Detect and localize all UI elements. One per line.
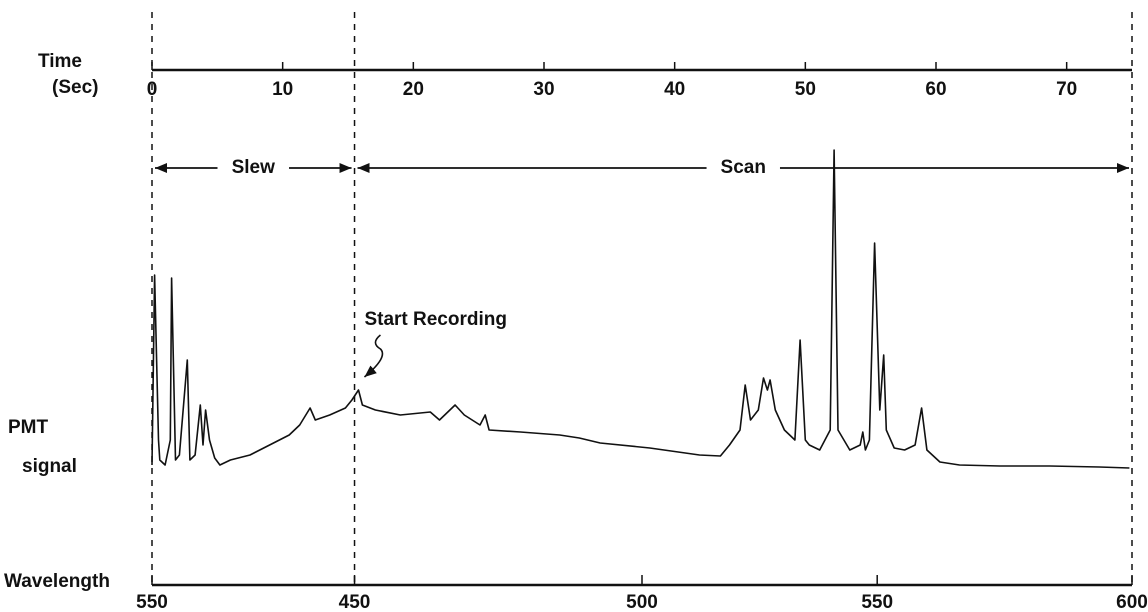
wavelength-tick-label: 500 bbox=[626, 592, 658, 612]
x-tick-label: 40 bbox=[664, 79, 685, 100]
x-tick-label: 50 bbox=[795, 79, 816, 100]
wavelength-tick-label: 550 bbox=[136, 592, 168, 612]
x-tick-label: 30 bbox=[533, 79, 554, 100]
wavelength-tick-label: 450 bbox=[339, 592, 371, 612]
time-label: Time bbox=[38, 51, 82, 72]
annotation: Start Recording bbox=[364, 309, 507, 330]
x-tick-label: 60 bbox=[925, 79, 946, 100]
time-label-unit: (Sec) bbox=[52, 77, 98, 98]
wavelength-tick-label: 550 bbox=[861, 592, 893, 612]
segment-label: Scan bbox=[721, 157, 766, 178]
segment-label: Slew bbox=[232, 157, 276, 178]
x-tick-label: 10 bbox=[272, 79, 293, 100]
x-tick-label: 20 bbox=[403, 79, 424, 100]
x-tick-label: 70 bbox=[1056, 79, 1077, 100]
annotation-arrow bbox=[363, 334, 384, 378]
wavelength-label: Wavelength bbox=[4, 571, 110, 592]
y-label: signal bbox=[22, 456, 77, 477]
wavelength-tick-label: 600 bbox=[1116, 592, 1148, 612]
signal-line bbox=[151, 149, 1130, 469]
y-label: PMT bbox=[8, 417, 49, 438]
